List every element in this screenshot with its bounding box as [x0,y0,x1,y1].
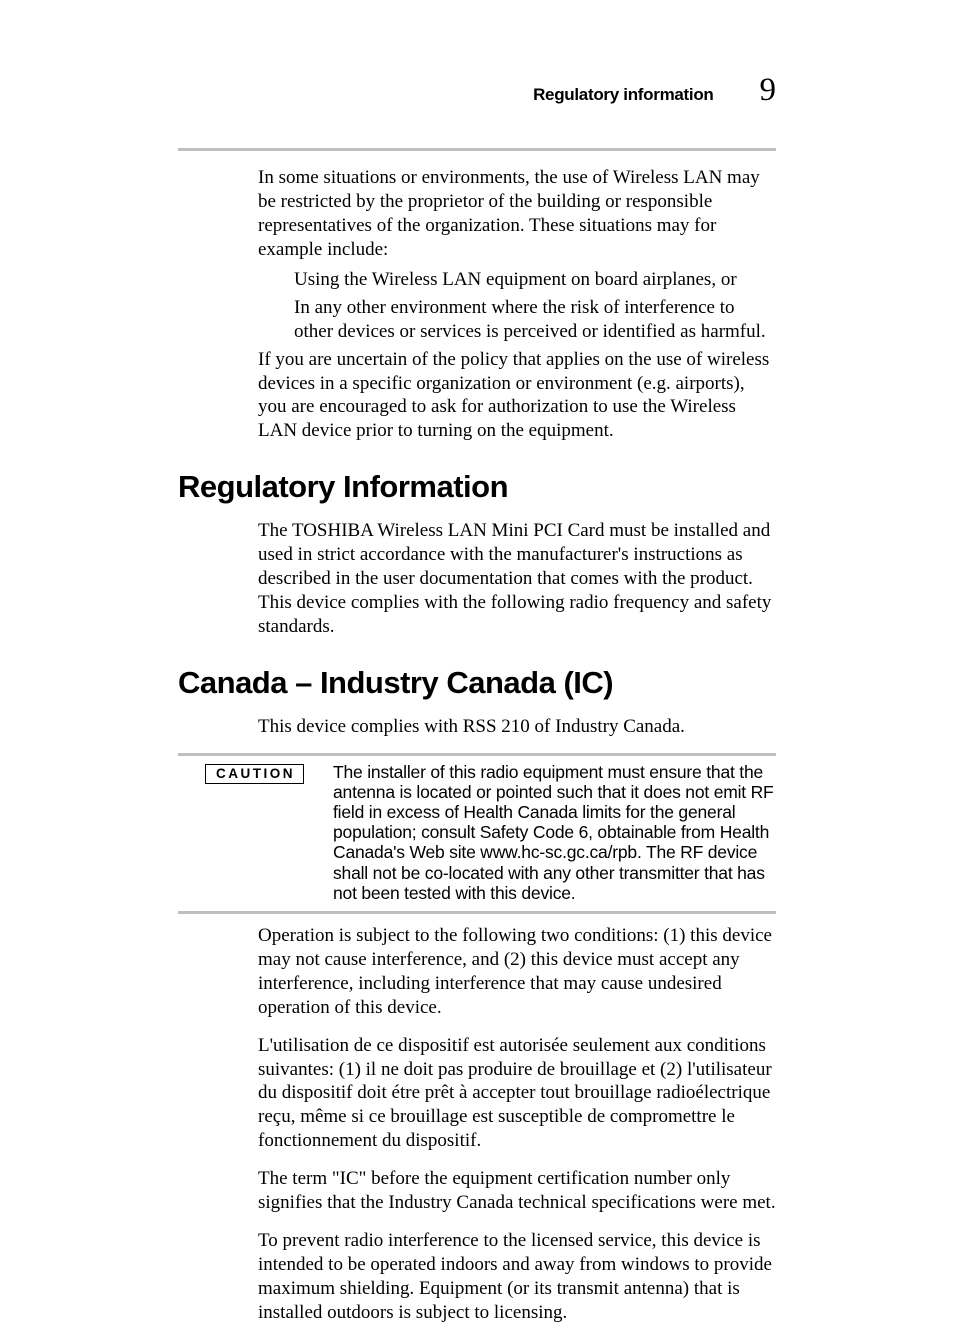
caution-text: The installer of this radio equipment mu… [333,762,776,903]
caution-label: CAUTION [205,764,304,784]
running-title: Regulatory information [533,85,713,105]
canada-paragraph-3: L'utilisation de ce dispositif est autor… [258,1034,776,1154]
header-rule [178,148,776,151]
reginfo-paragraph-1: The TOSHIBA Wireless LAN Mini PCI Card m… [258,519,776,639]
heading-regulatory-information: Regulatory Information [178,469,776,505]
heading-canada-ic: Canada – Industry Canada (IC) [178,665,776,701]
document-page: Regulatory information 9 In some situati… [0,0,954,1235]
canada-paragraph-4: The term "IC" before the equipment certi… [258,1167,776,1215]
page-number: 9 [760,74,777,107]
canada-paragraph-2: Operation is subject to the following tw… [258,924,776,1020]
list-item: In any other environment where the risk … [294,296,776,344]
intro-block: In some situations or environments, the … [258,166,776,262]
canada-block-2: Operation is subject to the following tw… [258,924,776,1325]
intro-paragraph-1: In some situations or environments, the … [258,166,776,262]
page-content: In some situations or environments, the … [178,166,776,1339]
page-header: Regulatory information 9 [178,74,776,107]
caution-box: CAUTION The installer of this radio equi… [178,753,776,914]
caution-rule-bottom [178,911,776,914]
canada-paragraph-1: This device complies with RSS 210 of Ind… [258,715,776,739]
caution-row: CAUTION The installer of this radio equi… [178,756,776,911]
canada-paragraph-5: To prevent radio interference to the lic… [258,1229,776,1325]
canada-block: This device complies with RSS 210 of Ind… [258,715,776,739]
reginfo-block: The TOSHIBA Wireless LAN Mini PCI Card m… [258,519,776,639]
list-item: Using the Wireless LAN equipment on boar… [294,268,776,292]
caution-label-wrap: CAUTION [178,762,333,784]
intro-bullet-list: Using the Wireless LAN equipment on boar… [294,268,776,344]
intro-paragraph-2: If you are uncertain of the policy that … [258,348,776,444]
intro-block-2: If you are uncertain of the policy that … [258,348,776,444]
